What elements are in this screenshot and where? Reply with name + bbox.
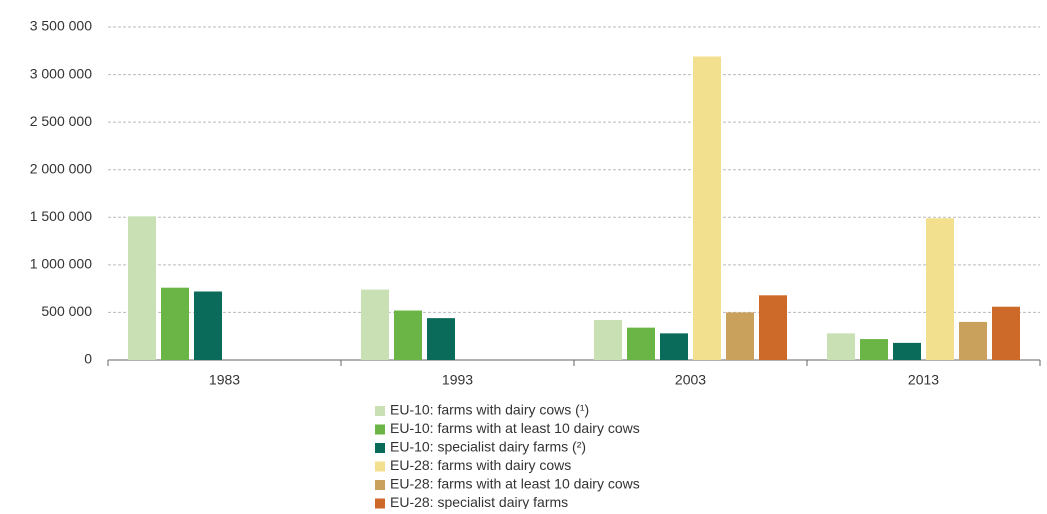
y-tick-label: 1 000 000 bbox=[30, 256, 92, 272]
legend-swatch bbox=[375, 406, 385, 416]
y-tick-label: 3 500 000 bbox=[30, 18, 92, 34]
bar bbox=[427, 318, 455, 360]
bar bbox=[394, 310, 422, 360]
legend-label: EU-10: farms with at least 10 dairy cows bbox=[390, 420, 640, 436]
legend-label: EU-10: farms with dairy cows (¹) bbox=[390, 402, 589, 418]
bar bbox=[194, 291, 222, 360]
bar bbox=[594, 320, 622, 360]
legend-label: EU-28: farms with at least 10 dairy cows bbox=[390, 476, 640, 492]
y-tick-label: 3 000 000 bbox=[30, 65, 92, 81]
bar bbox=[128, 216, 156, 360]
y-tick-label: 1 500 000 bbox=[30, 208, 92, 224]
bar bbox=[627, 327, 655, 360]
bar bbox=[726, 312, 754, 360]
bar bbox=[759, 295, 787, 360]
bar bbox=[361, 289, 389, 360]
legend-label: EU-28: farms with dairy cows bbox=[390, 457, 571, 473]
x-tick-label: 1983 bbox=[209, 372, 240, 388]
bar bbox=[161, 287, 189, 360]
legend-swatch bbox=[375, 424, 385, 435]
legend-swatch bbox=[375, 498, 385, 509]
y-tick-label: 2 000 000 bbox=[30, 160, 92, 176]
y-tick-label: 2 500 000 bbox=[30, 113, 92, 129]
legend-swatch bbox=[375, 443, 385, 453]
y-tick-label: 500 000 bbox=[41, 303, 92, 319]
legend-label: EU-10: specialist dairy farms (²) bbox=[390, 439, 586, 455]
bar bbox=[693, 56, 721, 360]
x-tick-label: 2003 bbox=[675, 372, 706, 388]
legend-swatch bbox=[375, 461, 385, 472]
bar bbox=[860, 339, 888, 360]
bar bbox=[893, 342, 921, 360]
legend-swatch bbox=[375, 480, 385, 490]
x-tick-label: 1993 bbox=[442, 372, 473, 388]
bar bbox=[959, 321, 987, 360]
bar bbox=[660, 333, 688, 360]
x-tick-label: 2013 bbox=[908, 372, 939, 388]
legend-label: EU-28: specialist dairy farms bbox=[390, 494, 568, 509]
bar bbox=[992, 306, 1020, 360]
y-tick-label: 0 bbox=[84, 351, 92, 367]
bar bbox=[827, 333, 855, 360]
bar bbox=[926, 218, 954, 360]
